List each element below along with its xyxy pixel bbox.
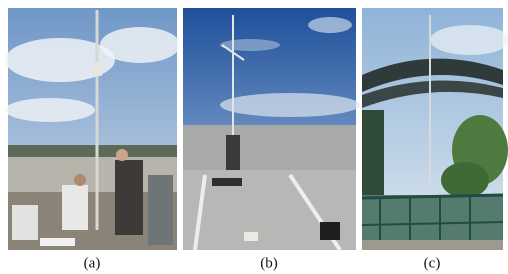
panel-label: (a)	[84, 255, 101, 271]
photo-b	[183, 8, 360, 250]
panel-label: (b)	[260, 255, 278, 271]
photo-c	[362, 8, 508, 250]
figure: (a) (b) (c)	[0, 0, 508, 274]
panel-label: (c)	[424, 255, 441, 271]
page: (a) (b) (c) (() => { const data = JSON.p…	[0, 0, 508, 274]
photo-a	[5, 8, 180, 250]
